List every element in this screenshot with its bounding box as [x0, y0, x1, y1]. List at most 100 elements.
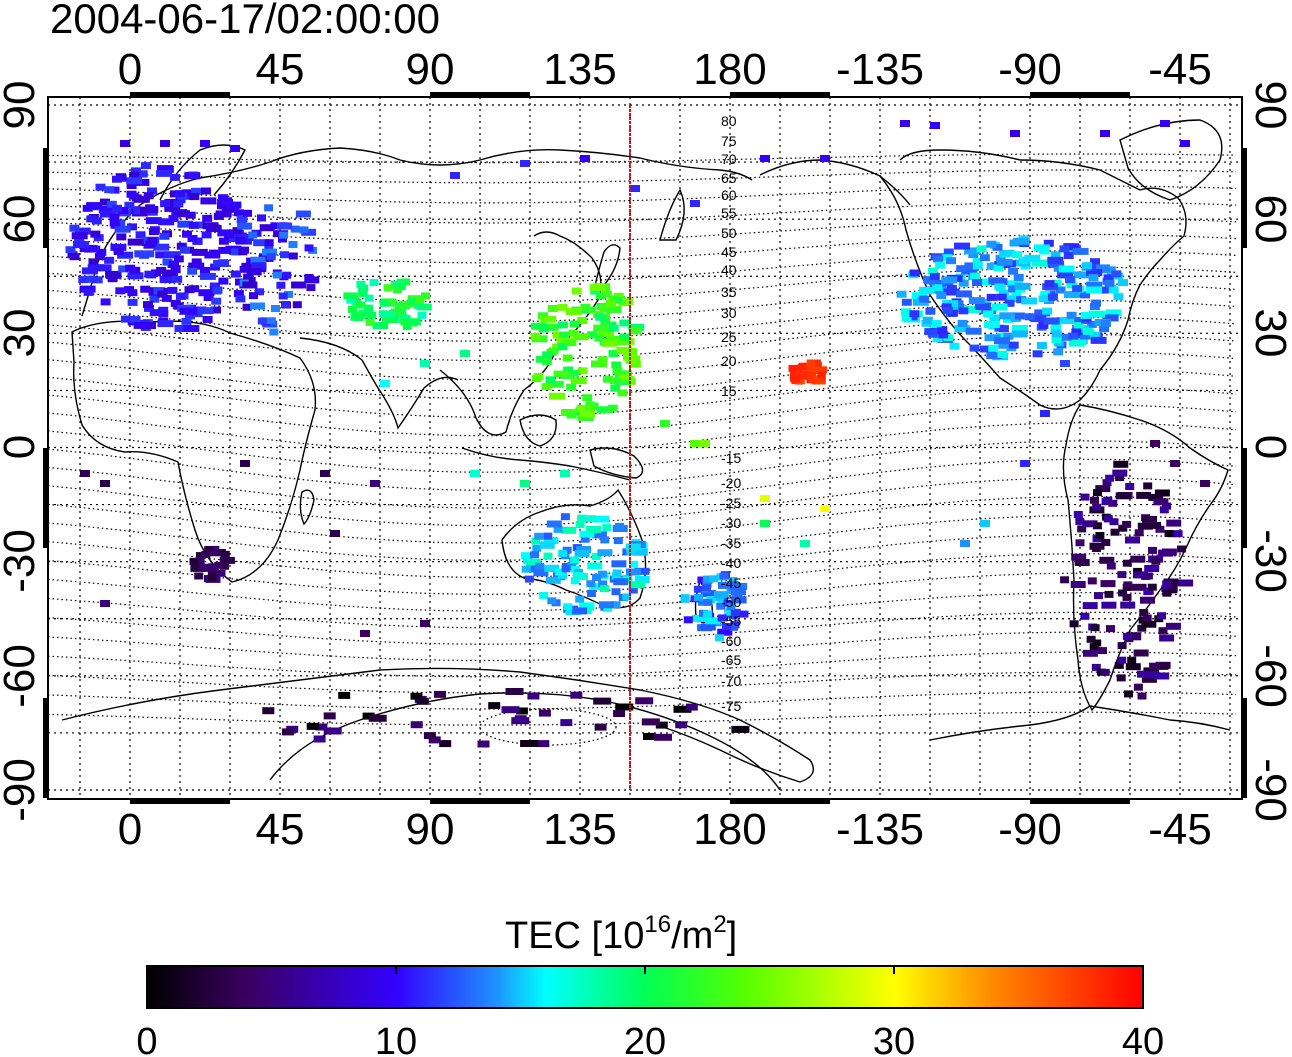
tec-point — [901, 314, 912, 322]
tec-point — [605, 335, 622, 343]
tec-point — [1024, 313, 1035, 321]
tec-point — [1063, 243, 1080, 251]
contour-label: -60 — [721, 633, 741, 649]
tec-point — [943, 288, 960, 296]
tec-point — [282, 271, 292, 279]
tec-point — [598, 601, 614, 609]
tec-point — [149, 309, 160, 317]
tec-point — [595, 292, 606, 300]
tec-point — [94, 253, 105, 261]
tec-point — [1060, 576, 1070, 584]
tec-point — [112, 175, 122, 183]
tec-point — [1104, 279, 1115, 287]
tec-point — [998, 289, 1009, 297]
tec-point — [654, 733, 672, 741]
tec-point — [591, 531, 607, 539]
tec-point — [542, 351, 553, 359]
tec-point — [643, 733, 655, 740]
lon-tick-top: -45 — [1148, 45, 1212, 94]
tec-point — [919, 295, 930, 303]
tec-point — [732, 582, 748, 590]
tec-point — [1117, 642, 1127, 650]
tec-point — [291, 281, 307, 289]
tec-point — [246, 276, 256, 284]
tec-point — [356, 280, 366, 288]
tec-point — [271, 305, 280, 312]
tec-point — [279, 231, 289, 239]
tec-point — [145, 240, 156, 248]
tec-point — [597, 570, 607, 578]
tec-point — [162, 258, 173, 266]
tec-point — [983, 321, 1000, 328]
contour-label: -40 — [721, 555, 741, 571]
tec-point — [607, 404, 618, 412]
contour-label: 25 — [721, 329, 737, 345]
tec-point — [700, 623, 716, 631]
tec-point — [391, 308, 406, 316]
tec-point — [1086, 320, 1097, 328]
tec-point — [266, 253, 276, 261]
tec-point — [608, 350, 619, 357]
tec-point — [95, 183, 106, 191]
tec-point — [1071, 553, 1087, 561]
tec-point — [1043, 239, 1054, 247]
tec-point — [1120, 601, 1136, 609]
tec-point — [591, 360, 607, 368]
tec-point — [610, 384, 621, 392]
tec-point — [248, 231, 258, 239]
coast-south-america — [1062, 404, 1229, 712]
tec-point — [691, 614, 707, 622]
tec-cluster-north-america — [896, 235, 1129, 361]
tec-point — [521, 565, 531, 573]
tec-point — [594, 723, 607, 731]
tec-point — [680, 595, 690, 603]
tec-point — [1106, 562, 1116, 570]
tec-point — [1108, 286, 1119, 294]
tec-point — [552, 343, 563, 351]
tec-point — [177, 220, 194, 228]
tec-point — [937, 326, 948, 334]
tec-point — [938, 331, 949, 339]
tec-point — [594, 515, 609, 523]
tec-point — [760, 155, 770, 162]
tec-point — [552, 331, 563, 339]
tec-point — [557, 303, 568, 311]
tec-point — [563, 366, 574, 374]
lon-tick-top: 135 — [543, 45, 616, 94]
tec-point — [320, 470, 330, 477]
tec-point — [416, 303, 432, 311]
tec-point — [625, 568, 641, 576]
tec-point — [515, 707, 528, 715]
tec-point — [1124, 690, 1133, 698]
tec-point — [145, 217, 162, 225]
tec-point — [600, 536, 610, 544]
tec-point — [172, 275, 183, 283]
tec-point — [615, 703, 634, 711]
tec-point — [191, 187, 201, 195]
tec-point — [251, 262, 267, 270]
tec-point — [1095, 485, 1111, 493]
tec-point — [301, 228, 317, 236]
tec-point — [1005, 295, 1022, 303]
tec-point — [151, 269, 161, 277]
tec-point — [364, 304, 373, 312]
tec-cluster-australia — [520, 513, 650, 616]
tec-point — [705, 617, 721, 625]
tec-point — [276, 281, 286, 289]
tec-point — [1131, 583, 1147, 591]
tec-point — [570, 691, 583, 699]
tec-point — [611, 560, 627, 568]
tec-point — [107, 275, 118, 283]
tec-point — [1047, 293, 1058, 301]
tec-point — [1014, 312, 1025, 320]
tec-point — [1051, 321, 1062, 329]
tec-point — [1177, 545, 1186, 553]
tec-point — [543, 537, 559, 544]
tec-point — [126, 177, 143, 185]
tec-point — [135, 231, 146, 239]
tec-point — [74, 227, 91, 235]
tec-point — [1082, 649, 1098, 657]
lat-axis-right: 90 60 30 0 -30 -60 -90 — [1246, 81, 1292, 822]
tec-point — [258, 254, 274, 262]
tec-point — [184, 286, 195, 294]
